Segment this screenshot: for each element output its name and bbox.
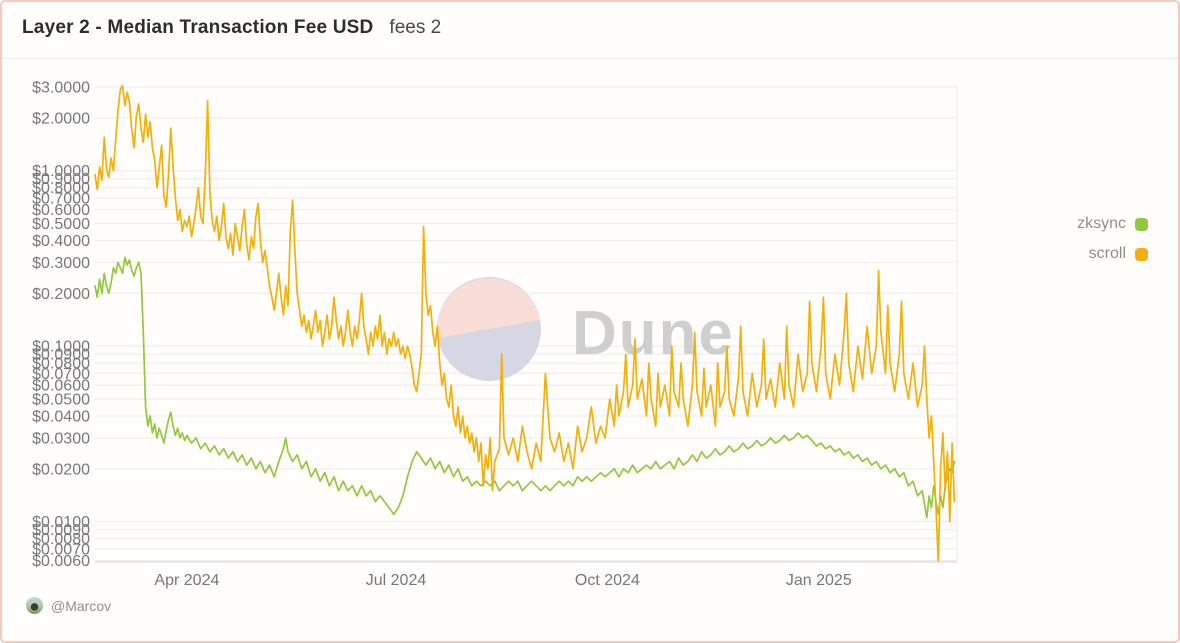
x-tick-label: Oct 2024	[575, 572, 640, 589]
legend-item-scroll[interactable]: scroll	[1089, 245, 1148, 263]
author-avatar[interactable]	[26, 597, 43, 614]
y-tick-label: $0.0600	[32, 378, 90, 395]
legend-swatch-zksync	[1135, 217, 1148, 231]
y-tick-label: $0.9000	[32, 171, 90, 188]
y-tick-label: $0.0500	[32, 392, 90, 409]
y-tick-label: $0.0080	[32, 531, 90, 548]
page-title: Layer 2 - Median Transaction Fee USD	[22, 17, 374, 38]
y-tick-label: $0.1000	[32, 339, 90, 356]
y-tick-label: $0.2000	[32, 286, 90, 303]
legend-label-zksync: zksync	[1077, 215, 1126, 232]
y-tick-label: $0.0300	[32, 430, 90, 447]
author-row: @Marcov	[26, 597, 111, 614]
legend-swatch-scroll	[1135, 247, 1148, 261]
x-axis-labels: Apr 2024 Jul 2024 Oct 2024 Jan 2025	[154, 572, 851, 589]
y-tick-label: $0.8000	[32, 180, 90, 197]
chart-legend: zksync scroll	[1077, 215, 1148, 263]
y-tick-label: $0.0200	[32, 461, 90, 478]
page-subtitle: fees 2	[389, 17, 442, 38]
y-tick-label: $0.6000	[32, 202, 90, 219]
header-divider	[2, 58, 1178, 59]
x-tick-label: Jul 2024	[366, 572, 427, 589]
x-tick-label: Apr 2024	[154, 572, 219, 589]
y-tick-label: $0.5000	[32, 216, 90, 233]
y-tick-label: $0.0100	[32, 514, 90, 531]
dune-watermark: Dune	[437, 277, 735, 381]
author-handle[interactable]: @Marcov	[51, 597, 112, 614]
y-tick-label: $0.0090	[32, 522, 90, 539]
chart-header: Layer 2 - Median Transaction Fee USD fee…	[22, 17, 441, 39]
series-line-zksync[interactable]	[94, 256, 956, 519]
y-tick-label: $0.7000	[32, 190, 90, 207]
watermark-circle-top	[437, 278, 541, 338]
y-tick-label: $0.4000	[32, 233, 90, 250]
y-tick-label: $0.3000	[32, 255, 90, 272]
y-tick-label: $1.0000	[32, 163, 90, 180]
y-tick-label: $0.0070	[32, 541, 90, 558]
y-tick-label: $3.0000	[32, 80, 90, 97]
y-tick-label: $2.0000	[32, 110, 90, 127]
y-tick-label: $0.0800	[32, 356, 90, 373]
y-tick-label: $0.0900	[32, 347, 90, 364]
legend-label-scroll: scroll	[1088, 245, 1126, 262]
legend-item-zksync[interactable]: zksync	[1077, 215, 1148, 233]
gridlines	[95, 86, 958, 562]
y-tick-label: $0.0060	[32, 553, 90, 570]
series-line-scroll[interactable]	[94, 84, 956, 563]
watermark-text: Dune	[572, 299, 735, 368]
y-axis-labels: $3.0000 $2.0000 $1.0000$0.9000$0.8000$0.70…	[32, 80, 90, 571]
x-tick-label: Jan 2025	[786, 572, 852, 589]
y-tick-label: $0.0700	[32, 366, 90, 383]
y-tick-label: $0.0400	[32, 409, 90, 426]
